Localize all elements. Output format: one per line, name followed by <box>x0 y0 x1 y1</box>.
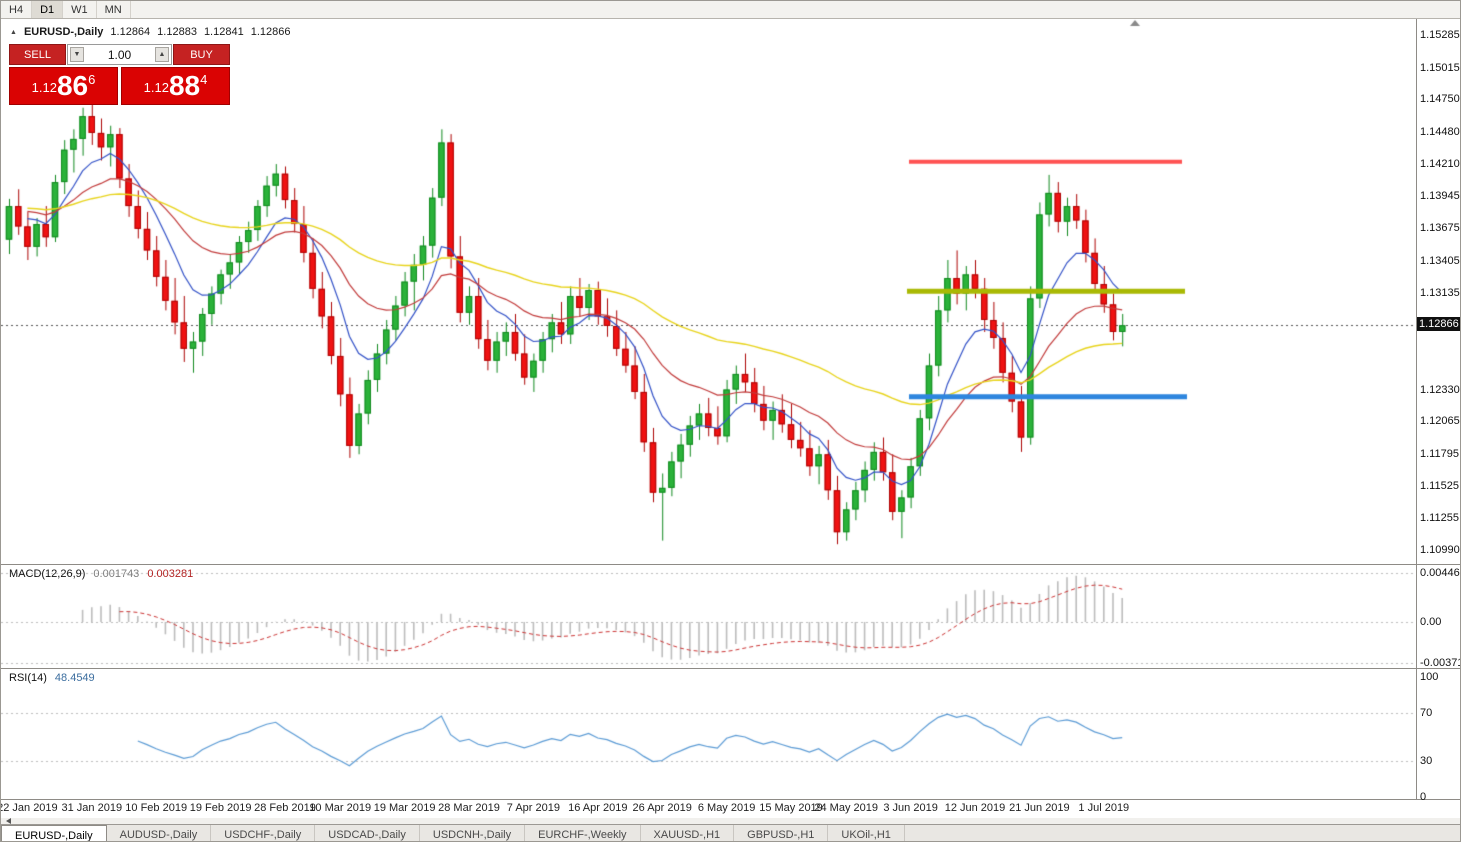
price-tick-label: 1.11795 <box>1420 447 1459 460</box>
buy-price-base: 1.12 <box>143 80 169 95</box>
x-axis-label: 3 Jun 2019 <box>883 802 938 814</box>
x-axis-label: 22 Jan 2019 <box>0 802 58 814</box>
chart-tab-audusd-daily[interactable]: AUDUSD-,Daily <box>107 825 212 841</box>
price-tick-label: 1.11255 <box>1420 512 1459 525</box>
current-price-badge: 1.12866 <box>1417 317 1460 332</box>
x-axis-label: 31 Jan 2019 <box>61 802 123 814</box>
rsi-tick-label: 30 <box>1420 755 1433 767</box>
rsi-header: RSI(14) 48.4549 <box>9 672 95 684</box>
timeframe-button-w1[interactable]: W1 <box>63 1 97 18</box>
panel-separator[interactable] <box>1 668 1460 669</box>
axis-separator <box>1 799 1460 800</box>
price-tick-label: 1.10990 <box>1420 544 1460 557</box>
macd-header: MACD(12,26,9) 0.001743 0.003281 <box>9 568 193 580</box>
price-tick-label: 1.13405 <box>1420 254 1460 267</box>
x-axis-label: 28 Mar 2019 <box>438 802 500 814</box>
timeframe-button-mn[interactable]: MN <box>97 1 131 18</box>
macd-tick-label: 0.00 <box>1420 616 1442 628</box>
symbol-tab-bar: EURUSD-,Daily AUDUSD-,Daily USDCHF-,Daily U… <box>1 824 1460 841</box>
volume-field[interactable]: ▼ 1.00 ▲ <box>67 44 172 65</box>
price-tick-label: 1.13945 <box>1420 189 1460 202</box>
chart-tab-xauusd-h1[interactable]: XAUUSD-,H1 <box>641 825 735 841</box>
macd-tick-label: 0.004465 <box>1420 566 1460 579</box>
macd-signal-value: 0.003281 <box>147 568 194 580</box>
x-axis-label: 24 May 2019 <box>814 802 878 814</box>
chart-tab-gbpusd-h1[interactable]: GBPUSD-,H1 <box>734 825 829 841</box>
price-scale[interactable] <box>1416 19 1460 799</box>
timeframe-button-h4[interactable]: H4 <box>1 1 33 18</box>
one-click-trading-panel: SELL ▼ 1.00 ▲ BUY 1.12 86 6 1.12 88 4 <box>9 44 230 105</box>
ohlc-high: 1.12883 <box>157 26 197 38</box>
rsi-tick-label: 0 <box>1420 791 1427 803</box>
x-axis-label: 10 Mar 2019 <box>309 802 372 814</box>
sell-price-display[interactable]: 1.12 86 6 <box>9 67 118 105</box>
chart-canvas[interactable] <box>1 1 1416 801</box>
x-axis-label: 12 Jun 2019 <box>944 802 1006 814</box>
price-tick-label: 1.12065 <box>1420 415 1460 428</box>
volume-value: 1.00 <box>107 47 132 62</box>
rsi-tick-label: 100 <box>1420 671 1439 683</box>
symbol-info: ▲ EURUSD-,Daily 1.12864 1.12883 1.12841 … <box>10 26 290 38</box>
chart-tab-usdcnh-daily[interactable]: USDCNH-,Daily <box>420 825 526 841</box>
symbol-name: EURUSD-,Daily <box>23 26 104 38</box>
sell-price-base: 1.12 <box>31 80 57 95</box>
volume-decrease-button[interactable]: ▼ <box>70 47 84 62</box>
macd-tick-label: -0.003715 <box>1420 656 1460 669</box>
x-axis-label: 16 Apr 2019 <box>568 802 628 814</box>
ohlc-close: 1.12866 <box>250 26 291 38</box>
price-tick-label: 1.13675 <box>1420 222 1460 235</box>
x-axis-label: 19 Mar 2019 <box>373 802 436 814</box>
price-tick-label: 1.13135 <box>1420 286 1460 299</box>
price-tick-label: 1.14750 <box>1420 93 1460 106</box>
x-axis-label: 10 Feb 2019 <box>125 802 188 814</box>
timeframe-button-d1[interactable]: D1 <box>32 1 64 18</box>
chart-tab-ukoil-h1[interactable]: UKOil-,H1 <box>828 825 905 841</box>
rsi-tick-label: 70 <box>1420 707 1433 719</box>
rsi-value: 48.4549 <box>54 672 95 684</box>
ohlc-open: 1.12864 <box>110 26 151 38</box>
price-tick-label: 1.15285 <box>1420 29 1460 42</box>
macd-label: MACD(12,26,9) <box>9 568 86 580</box>
price-tick-label: 1.12330 <box>1420 383 1460 396</box>
timeframe-toolbar: H4 D1 W1 MN <box>1 1 1460 19</box>
buy-button[interactable]: BUY <box>173 44 230 65</box>
x-axis-label: 26 Apr 2019 <box>632 802 692 814</box>
price-tick-label: 1.14210 <box>1420 158 1460 171</box>
ohlc-low: 1.12841 <box>203 26 244 38</box>
x-axis-label: 19 Feb 2019 <box>189 802 252 814</box>
sell-button[interactable]: SELL <box>9 44 66 65</box>
rsi-label: RSI(14) <box>9 672 47 684</box>
scroll-left-icon[interactable] <box>6 818 11 824</box>
chart-tab-eurchf-weekly[interactable]: EURCHF-,Weekly <box>525 825 641 841</box>
buy-price-fraction: 4 <box>200 72 208 87</box>
macd-value: 0.001743 <box>93 568 140 580</box>
price-tick-label: 1.14480 <box>1420 125 1460 138</box>
chart-tab-usdcad-daily[interactable]: USDCAD-,Daily <box>315 825 420 841</box>
buy-price-display[interactable]: 1.12 88 4 <box>121 67 230 105</box>
buy-price-pips: 88 <box>168 70 201 101</box>
sell-price-fraction: 6 <box>88 72 96 87</box>
x-axis-label: 15 May 2019 <box>759 802 823 814</box>
panel-separator[interactable] <box>1 564 1460 565</box>
price-tick-label: 1.11525 <box>1420 480 1459 493</box>
x-axis-label: 6 May 2019 <box>697 802 756 814</box>
collapse-triangle-icon[interactable]: ▲ <box>10 28 17 36</box>
x-axis-label: 28 Feb 2019 <box>254 802 316 814</box>
sell-price-pips: 86 <box>56 70 89 101</box>
price-tick-label: 1.15015 <box>1420 61 1460 74</box>
x-axis-label: 7 Apr 2019 <box>506 802 560 814</box>
chart-tab-eurusd-daily[interactable]: EURUSD-,Daily <box>1 825 107 841</box>
volume-increase-button[interactable]: ▲ <box>154 47 169 62</box>
horizontal-scrollbar[interactable] <box>1 818 1460 824</box>
x-axis-label: 21 Jun 2019 <box>1009 802 1070 814</box>
x-axis-label: 1 Jul 2019 <box>1078 802 1130 814</box>
chart-tab-usdchf-daily[interactable]: USDCHF-,Daily <box>211 825 316 841</box>
